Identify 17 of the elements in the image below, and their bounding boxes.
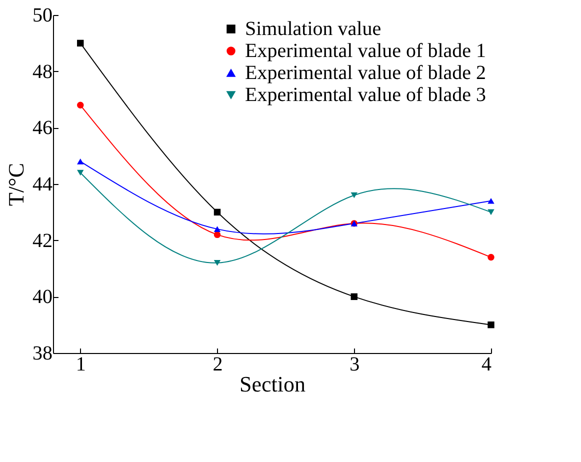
x-tick-label: 3 (350, 354, 360, 376)
y-tick-label: 48 (32, 60, 52, 83)
x-tick-label: 1 (76, 354, 86, 376)
y-tick-label: 38 (32, 342, 52, 364)
y-tick-label: 42 (32, 230, 52, 252)
legend-label: Experimental value of blade 2 (245, 62, 486, 84)
y-axis-title: T/°C (4, 162, 28, 206)
legend-label: Simulation value (245, 18, 382, 40)
x-axis-title: Section (240, 372, 306, 396)
y-tick-label: 44 (32, 174, 52, 196)
legend-label: Experimental value of blade 1 (245, 40, 486, 62)
x-tick-label: 2 (212, 354, 223, 376)
y-tick-label: 46 (32, 117, 52, 140)
legend-label: Experimental value of blade 3 (245, 84, 486, 106)
y-tick-label: 40 (32, 286, 52, 308)
y-tick-label: 50 (32, 4, 52, 26)
x-tick-label: 4 (482, 354, 492, 376)
